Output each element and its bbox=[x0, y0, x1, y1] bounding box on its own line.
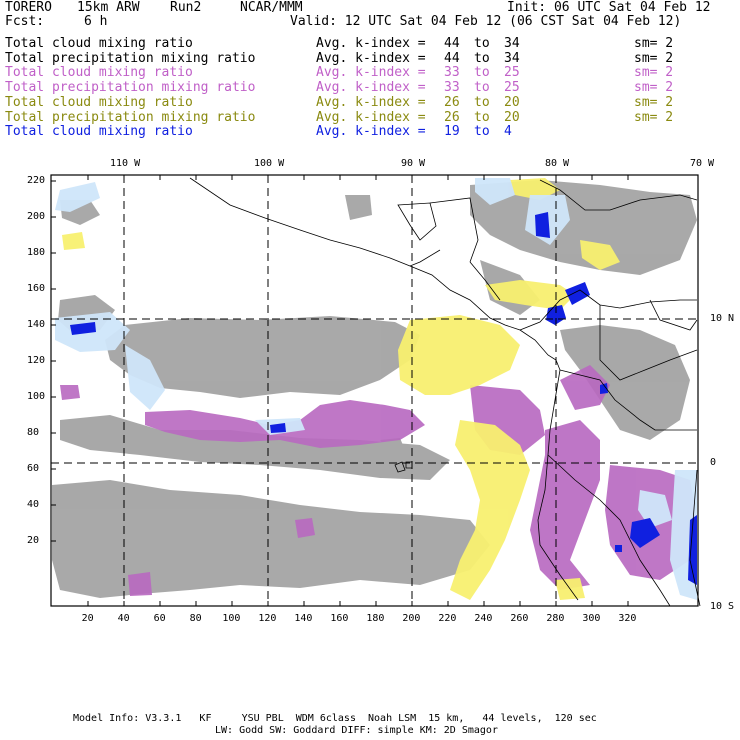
footer-physics-info: LW: Godd SW: Goddard DIFF: simple KM: 2D… bbox=[215, 725, 498, 736]
legend-kindex-label: Avg. k-index = bbox=[316, 94, 426, 110]
legend-kindex-to: 20 bbox=[504, 109, 520, 125]
coastlines bbox=[189, 177, 701, 607]
y-axis-ticks bbox=[51, 180, 56, 542]
y-tick-label: 20 bbox=[27, 535, 40, 546]
x-tick-label: 240 bbox=[474, 613, 493, 624]
header-run: Run2 bbox=[170, 0, 202, 15]
header-init: Init: 06 UTC Sat 04 Feb 12 bbox=[507, 0, 711, 15]
y-tick-label: 160 bbox=[27, 283, 46, 294]
x-tick-label: 220 bbox=[438, 613, 457, 624]
footer-model-info: Model Info: V3.3.1 KF YSU PBL WDM 6class… bbox=[73, 713, 597, 724]
legend-kindex-label: Avg. k-index = bbox=[316, 80, 426, 96]
x-tick-label: 80 bbox=[189, 613, 202, 624]
lat-label-10n: 10 N bbox=[710, 313, 735, 324]
legend-kindex-from: 26 bbox=[444, 109, 460, 125]
x-tick-label: 100 bbox=[222, 613, 241, 624]
y-tick-label: 180 bbox=[27, 247, 46, 258]
legend-field: Total cloud mixing ratio bbox=[5, 65, 193, 81]
blue-cloud-core bbox=[70, 212, 697, 585]
map-plot-area bbox=[50, 174, 701, 607]
legend-kindex-to-word: to bbox=[474, 109, 490, 125]
lat-label-10s: 10 S bbox=[710, 601, 735, 612]
x-tick-label: 200 bbox=[402, 613, 421, 624]
y-tick-label: 140 bbox=[27, 319, 46, 330]
header-resolution: 15km ARW bbox=[77, 0, 140, 15]
legend-smoothing: sm= 2 bbox=[634, 50, 674, 66]
legend-smoothing: sm= 2 bbox=[634, 80, 674, 96]
legend-field: Total cloud mixing ratio bbox=[5, 124, 193, 140]
header-center: NCAR/MMM bbox=[240, 0, 303, 15]
y-tick-label: 220 bbox=[27, 175, 46, 186]
legend-kindex-from: 33 bbox=[444, 65, 460, 81]
x-tick-label: 120 bbox=[258, 613, 277, 624]
y-tick-label: 200 bbox=[27, 211, 46, 222]
header-valid: Valid: 12 UTC Sat 04 Feb 12 (06 CST Sat … bbox=[290, 14, 682, 29]
y-tick-label: 40 bbox=[27, 499, 40, 510]
lat-lon-grid bbox=[51, 175, 698, 606]
x-tick-label: 40 bbox=[117, 613, 130, 624]
x-tick-label: 20 bbox=[81, 613, 94, 624]
y-tick-label: 100 bbox=[27, 391, 46, 402]
x-tick-label: 300 bbox=[582, 613, 601, 624]
legend-kindex-to-word: to bbox=[474, 124, 490, 140]
legend-smoothing: sm= 2 bbox=[634, 94, 674, 110]
lon-label-110w: 110 W bbox=[110, 158, 141, 169]
legend-kindex-to-word: to bbox=[474, 50, 490, 66]
lon-label-100w: 100 W bbox=[254, 158, 285, 169]
legend-field: Total precipitation mixing ratio bbox=[5, 109, 256, 125]
x-tick-label: 280 bbox=[546, 613, 565, 624]
y-tick-label: 120 bbox=[27, 355, 46, 366]
header-fcst-value: 6 h bbox=[84, 14, 108, 29]
header-model: TORERO bbox=[5, 0, 52, 15]
lon-label-80w: 80 W bbox=[545, 158, 570, 169]
legend-kindex-from: 26 bbox=[444, 94, 460, 110]
legend-kindex-from: 19 bbox=[444, 124, 460, 140]
legend-smoothing: sm= 2 bbox=[634, 109, 674, 125]
x-tick-label: 60 bbox=[153, 613, 166, 624]
lon-label-70w: 70 W bbox=[690, 158, 715, 169]
legend-smoothing: sm= 2 bbox=[634, 65, 674, 81]
legend-kindex-to-word: to bbox=[474, 65, 490, 81]
legend-kindex-to-word: to bbox=[474, 94, 490, 110]
legend-kindex-to-word: to bbox=[474, 36, 490, 51]
x-tick-label: 260 bbox=[510, 613, 529, 624]
legend-kindex-label: Avg. k-index = bbox=[316, 50, 426, 66]
x-tick-label: 140 bbox=[294, 613, 313, 624]
legend-kindex-label: Avg. k-index = bbox=[316, 109, 426, 125]
yellow-precip-field bbox=[62, 178, 620, 600]
legend-kindex-to: 4 bbox=[504, 124, 512, 140]
lon-label-90w: 90 W bbox=[401, 158, 426, 169]
x-tick-label: 180 bbox=[366, 613, 385, 624]
x-tick-label: 160 bbox=[330, 613, 349, 624]
legend-field: Total precipitation mixing ratio bbox=[5, 80, 256, 96]
legend-field: Total cloud mixing ratio bbox=[5, 36, 193, 51]
legend-smoothing: sm= 2 bbox=[634, 36, 674, 51]
legend-kindex-to: 25 bbox=[504, 80, 520, 96]
legend-kindex-to-word: to bbox=[474, 80, 490, 96]
legend-kindex-from: 44 bbox=[444, 36, 460, 51]
legend-kindex-to: 25 bbox=[504, 65, 520, 81]
legend-kindex-to: 20 bbox=[504, 94, 520, 110]
legend-field: Total cloud mixing ratio bbox=[5, 94, 193, 110]
legend-kindex-label: Avg. k-index = bbox=[316, 65, 426, 81]
legend-field: Total precipitation mixing ratio bbox=[5, 50, 256, 66]
x-axis-ticks bbox=[87, 175, 629, 606]
y-tick-label: 60 bbox=[27, 463, 40, 474]
lat-label-0: 0 bbox=[710, 457, 717, 468]
legend-kindex-to: 34 bbox=[504, 36, 520, 51]
gray-cloud-field bbox=[52, 180, 697, 598]
header-fcst-label: Fcst: bbox=[5, 14, 45, 29]
legend-kindex-from: 44 bbox=[444, 50, 460, 66]
legend-kindex-label: Avg. k-index = bbox=[316, 124, 426, 140]
y-tick-label: 80 bbox=[27, 427, 40, 438]
legend-kindex-from: 33 bbox=[444, 80, 460, 96]
legend-kindex-label: Avg. k-index = bbox=[316, 36, 426, 51]
legend-kindex-to: 34 bbox=[504, 50, 520, 66]
x-tick-label: 320 bbox=[618, 613, 637, 624]
